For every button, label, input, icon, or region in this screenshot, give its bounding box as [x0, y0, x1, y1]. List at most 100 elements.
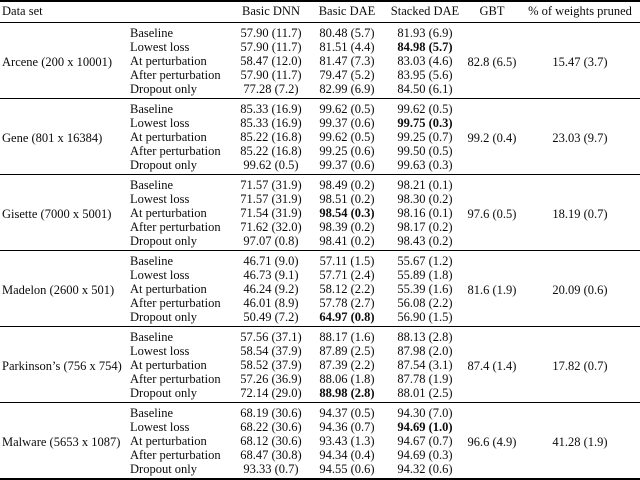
pruned-cell: 20.09 (0.6): [552, 282, 608, 297]
value-cell: 58.54 (37.9): [240, 343, 302, 358]
method-cell: After perturbation: [130, 371, 221, 386]
value-cell: 56.90 (1.5): [397, 309, 453, 324]
value-cell: 46.01 (8.9): [243, 295, 299, 310]
value-cell: 85.22 (16.8): [240, 129, 302, 144]
table-row: At perturbation 58.52 (37.9) 87.39 (2.2) 87…: [0, 358, 640, 372]
value-cell: 72.14 (29.0): [240, 385, 302, 400]
method-cell: Lowest loss: [130, 191, 190, 206]
value-cell: 88.17 (1.6): [319, 329, 375, 344]
value-cell: 98.16 (0.1): [397, 205, 453, 220]
value-cell: 93.43 (1.3): [319, 433, 375, 448]
method-cell: At perturbation: [130, 433, 207, 448]
value-cell: 55.67 (1.2): [397, 253, 453, 268]
value-cell: 71.57 (31.9): [240, 177, 302, 192]
table-row: At perturbation 68.12 (30.6) 93.43 (1.3) 94…: [0, 434, 640, 448]
value-cell: 98.39 (0.2): [319, 219, 375, 234]
table-row: Gisette (7000 x 5001) Baseline 71.57 (31.9…: [0, 175, 640, 221]
value-cell: 57.11 (1.5): [319, 253, 375, 268]
value-cell: 99.63 (0.3): [397, 157, 453, 172]
dataset-cell: Arcene (200 x 10001): [2, 54, 113, 69]
table-row: After perturbation 46.01 (8.9) 57.78 (2.7)…: [0, 296, 640, 310]
table-row: Lowest loss 85.33 (16.9) 99.37 (0.6) 99.75 …: [0, 116, 640, 130]
col-header-gbt: GBT: [464, 1, 520, 23]
dataset-section: Arcene (200 x 10001) Baseline 57.90 (11.7)…: [0, 23, 640, 99]
value-cell: 58.12 (2.2): [319, 281, 375, 296]
value-cell: 56.08 (2.2): [397, 295, 453, 310]
value-cell: 98.17 (0.2): [397, 219, 453, 234]
table-row: At perturbation 71.54 (31.9) 98.54 (0.3) 98…: [0, 206, 640, 220]
value-cell: 99.25 (0.6): [319, 143, 375, 158]
table-row: After perturbation 71.62 (32.0) 98.39 (0.2…: [0, 220, 640, 234]
value-cell: 81.51 (4.4): [319, 39, 375, 54]
value-cell: 87.98 (2.0): [397, 343, 453, 358]
table-row: Malware (5653 x 1087) Baseline 68.19 (30.6…: [0, 403, 640, 449]
value-cell: 57.90 (11.7): [240, 25, 302, 40]
value-cell: 99.75 (0.3): [397, 115, 453, 130]
value-cell: 94.34 (0.4): [319, 447, 375, 462]
value-cell: 99.25 (0.7): [397, 129, 453, 144]
dataset-cell: Gene (801 x 16384): [2, 130, 103, 145]
value-cell: 99.37 (0.6): [319, 115, 375, 130]
method-cell: Dropout only: [130, 157, 198, 172]
value-cell: 71.57 (31.9): [240, 191, 302, 206]
method-cell: Dropout only: [130, 385, 198, 400]
value-cell: 94.36 (0.7): [319, 419, 375, 434]
value-cell: 58.47 (12.0): [240, 53, 302, 68]
method-cell: After perturbation: [130, 295, 221, 310]
method-cell: Lowest loss: [130, 343, 190, 358]
table-row: Dropout only 50.49 (7.2) 64.97 (0.8) 56.90 …: [0, 310, 640, 327]
value-cell: 82.99 (6.9): [319, 81, 375, 96]
dataset-cell: Malware (5653 x 1087): [2, 434, 121, 449]
table-row: After perturbation 57.26 (36.9) 88.06 (1.8…: [0, 372, 640, 386]
value-cell: 88.13 (2.8): [397, 329, 453, 344]
pruned-cell: 17.82 (0.7): [552, 358, 608, 373]
gbt-cell: 99.2 (0.4): [467, 130, 517, 145]
gbt-cell: 87.4 (1.4): [467, 358, 517, 373]
table-row: Lowest loss 58.54 (37.9) 87.89 (2.5) 87.98 …: [0, 344, 640, 358]
col-header-basic-dae: Basic DAE: [308, 1, 386, 23]
value-cell: 57.90 (11.7): [240, 67, 302, 82]
value-cell: 83.03 (4.6): [397, 53, 453, 68]
value-cell: 46.71 (9.0): [243, 253, 299, 268]
value-cell: 71.62 (32.0): [240, 219, 302, 234]
value-cell: 68.12 (30.6): [240, 433, 302, 448]
method-cell: Baseline: [130, 253, 174, 268]
table-row: Dropout only 99.62 (0.5) 99.37 (0.6) 99.63 …: [0, 158, 640, 175]
value-cell: 84.98 (5.7): [397, 39, 453, 54]
value-cell: 99.62 (0.5): [319, 101, 375, 116]
value-cell: 94.55 (0.6): [319, 461, 375, 476]
table-row: At perturbation 85.22 (16.8) 99.62 (0.5) 99…: [0, 130, 640, 144]
value-cell: 57.71 (2.4): [319, 267, 375, 282]
value-cell: 99.62 (0.5): [319, 129, 375, 144]
value-cell: 71.54 (31.9): [240, 205, 302, 220]
table-row: Lowest loss 71.57 (31.9) 98.51 (0.2) 98.30 …: [0, 192, 640, 206]
value-cell: 84.50 (6.1): [397, 81, 453, 96]
method-cell: After perturbation: [130, 67, 221, 82]
table-row: Arcene (200 x 10001) Baseline 57.90 (11.7)…: [0, 23, 640, 69]
col-header-pruned: % of weights pruned: [520, 1, 640, 23]
table-row: After perturbation 85.22 (16.8) 99.25 (0.6…: [0, 144, 640, 158]
value-cell: 81.47 (7.3): [319, 53, 375, 68]
method-cell: At perturbation: [130, 357, 207, 372]
method-cell: Baseline: [130, 101, 174, 116]
table-row: Gene (801 x 16384) Baseline 85.33 (16.9) 99…: [0, 99, 640, 145]
value-cell: 88.01 (2.5): [397, 385, 453, 400]
method-cell: Dropout only: [130, 461, 198, 476]
value-cell: 46.24 (9.2): [243, 281, 299, 296]
col-header-dataset: Data set: [0, 1, 130, 23]
pruned-cell: 18.19 (0.7): [552, 206, 608, 221]
value-cell: 98.43 (0.2): [397, 233, 453, 248]
value-cell: 98.49 (0.2): [319, 177, 375, 192]
gbt-cell: 82.8 (6.5): [467, 54, 517, 69]
method-cell: Dropout only: [130, 233, 198, 248]
value-cell: 83.95 (5.6): [397, 67, 453, 82]
method-cell: Lowest loss: [130, 419, 190, 434]
value-cell: 87.54 (3.1): [397, 357, 453, 372]
method-cell: At perturbation: [130, 53, 207, 68]
value-cell: 57.78 (2.7): [319, 295, 375, 310]
value-cell: 98.30 (0.2): [397, 191, 453, 206]
table-row: Dropout only 97.07 (0.8) 98.41 (0.2) 98.43 …: [0, 234, 640, 251]
value-cell: 85.22 (16.8): [240, 143, 302, 158]
pruned-cell: 15.47 (3.7): [552, 54, 608, 69]
